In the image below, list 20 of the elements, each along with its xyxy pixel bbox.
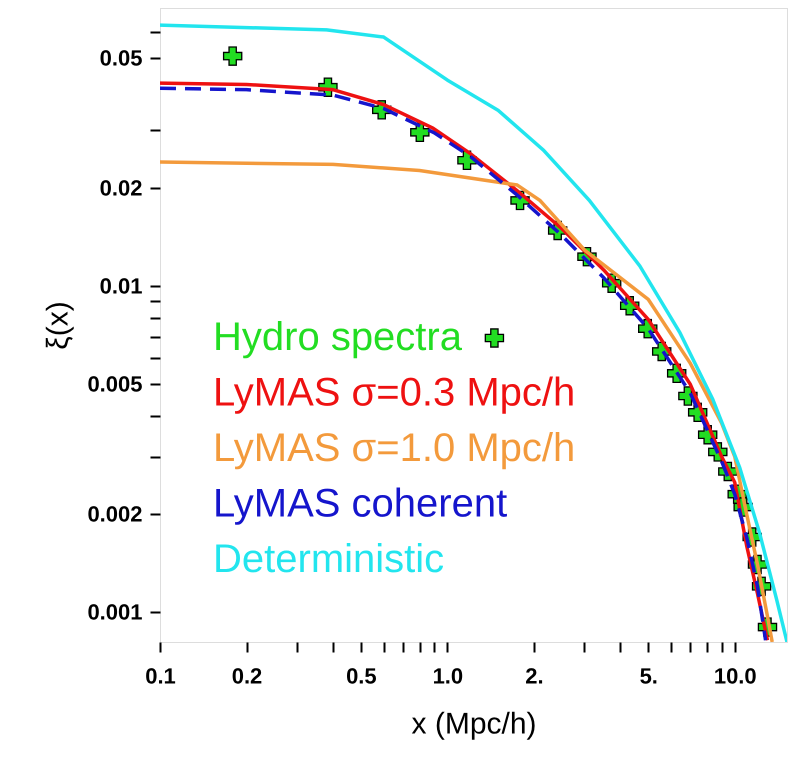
- y-tick-label: 0.001: [87, 600, 142, 625]
- y-tick-label: 0.002: [87, 501, 142, 526]
- text: LyMAS coherent: [213, 482, 508, 526]
- y-axis-title: ξ(x): [41, 301, 74, 350]
- x-tick-label: 10.0: [714, 664, 757, 688]
- text: LyMAS σ=0.3 Mpc/h: [213, 370, 576, 414]
- legend-label: Hydro spectra: [213, 315, 463, 359]
- y-tick-label: 0.01: [100, 274, 142, 299]
- x-tick-label: 1.0: [432, 664, 464, 688]
- y-tick-label: 0.005: [87, 372, 142, 397]
- x-tick-label: 5.: [640, 664, 658, 688]
- x-tick-label: 0.2: [232, 664, 262, 688]
- x-axis-title: x (Mpc/h): [411, 708, 537, 740]
- x-tick-label: 2.: [525, 664, 544, 688]
- text: Deterministic: [213, 537, 444, 581]
- y-tick-label: 0.05: [100, 46, 142, 71]
- x-tick-label: 0.1: [145, 664, 176, 688]
- y-tick-label: 0.02: [100, 175, 142, 200]
- x-tick-label: 0.5: [346, 664, 377, 688]
- text: LyMAS σ=1.0 Mpc/h: [213, 426, 576, 470]
